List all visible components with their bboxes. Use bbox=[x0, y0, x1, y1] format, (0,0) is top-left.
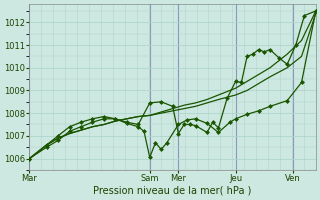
X-axis label: Pression niveau de la mer( hPa ): Pression niveau de la mer( hPa ) bbox=[93, 186, 252, 196]
